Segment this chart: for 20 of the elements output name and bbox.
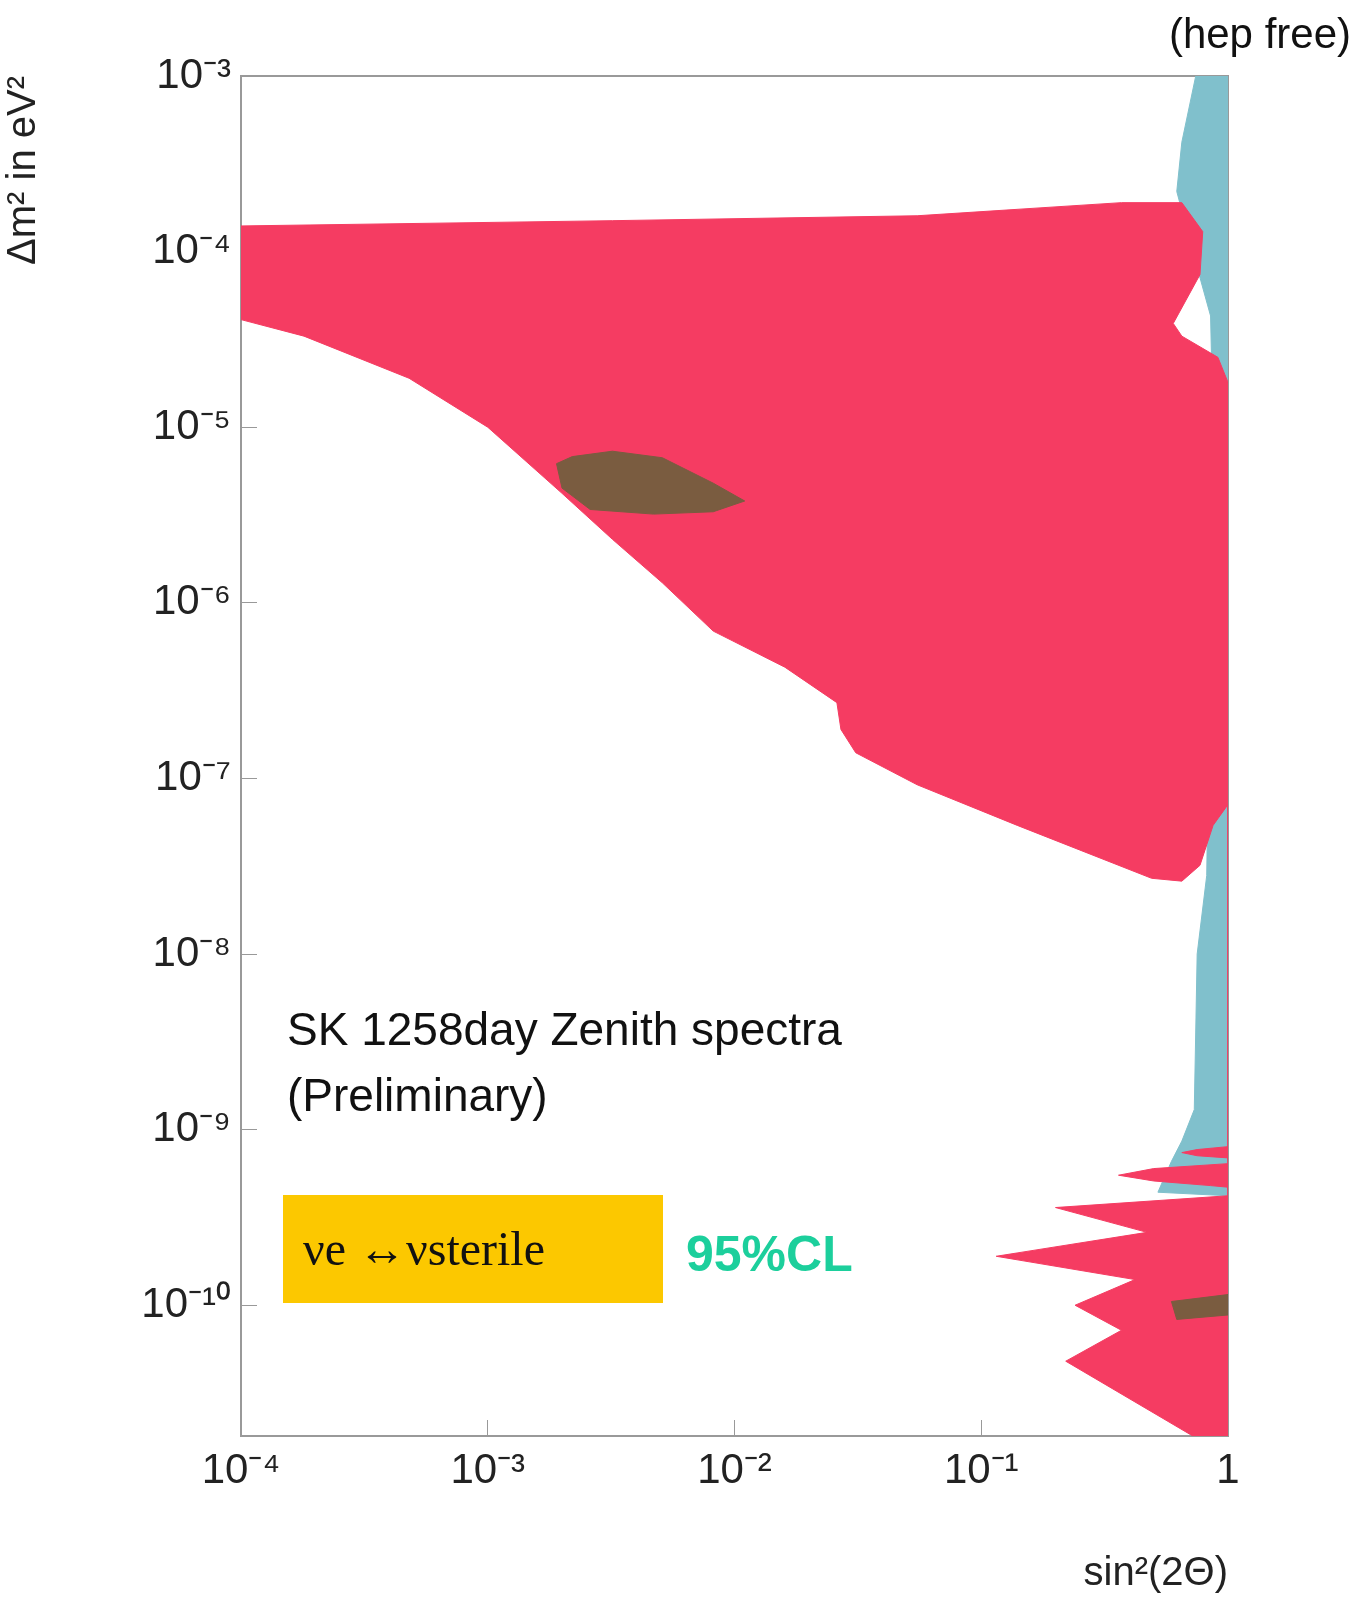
y-tick-label: 10⁻⁵ — [152, 400, 231, 448]
annotation: νe ↔νsterile — [283, 1195, 663, 1303]
x-tick-label: 10⁻¹ — [943, 1444, 1019, 1492]
y-tick-label: 10⁻¹⁰ — [141, 1278, 231, 1326]
y-tick-label: 10⁻⁹ — [152, 1103, 231, 1151]
text: (hep free) — [1168, 10, 1351, 58]
x-tick-label: 10⁻² — [697, 1444, 772, 1492]
x-tick-label: 10⁻³ — [450, 1444, 526, 1492]
y-tick-label: 10⁻⁶ — [152, 576, 231, 624]
y-tick-label: 10⁻⁷ — [155, 751, 231, 799]
y-tick-label: 10⁻⁸ — [152, 927, 231, 975]
x-axis-title: sin²(2Θ) — [1083, 1549, 1228, 1594]
annotation: SK 1258day Zenith spectra — [287, 1002, 842, 1056]
y-tick-label: 10⁻⁴ — [152, 225, 231, 273]
x-tick-label: 1 — [1216, 1444, 1240, 1492]
annotation: (Preliminary) — [287, 1068, 548, 1122]
annotation: 95%CL — [686, 1225, 853, 1283]
x-tick-label: 10⁻⁴ — [201, 1444, 281, 1492]
y-axis-title: Δm² in eV² — [0, 76, 44, 265]
y-tick-label: 10⁻³ — [156, 49, 232, 97]
